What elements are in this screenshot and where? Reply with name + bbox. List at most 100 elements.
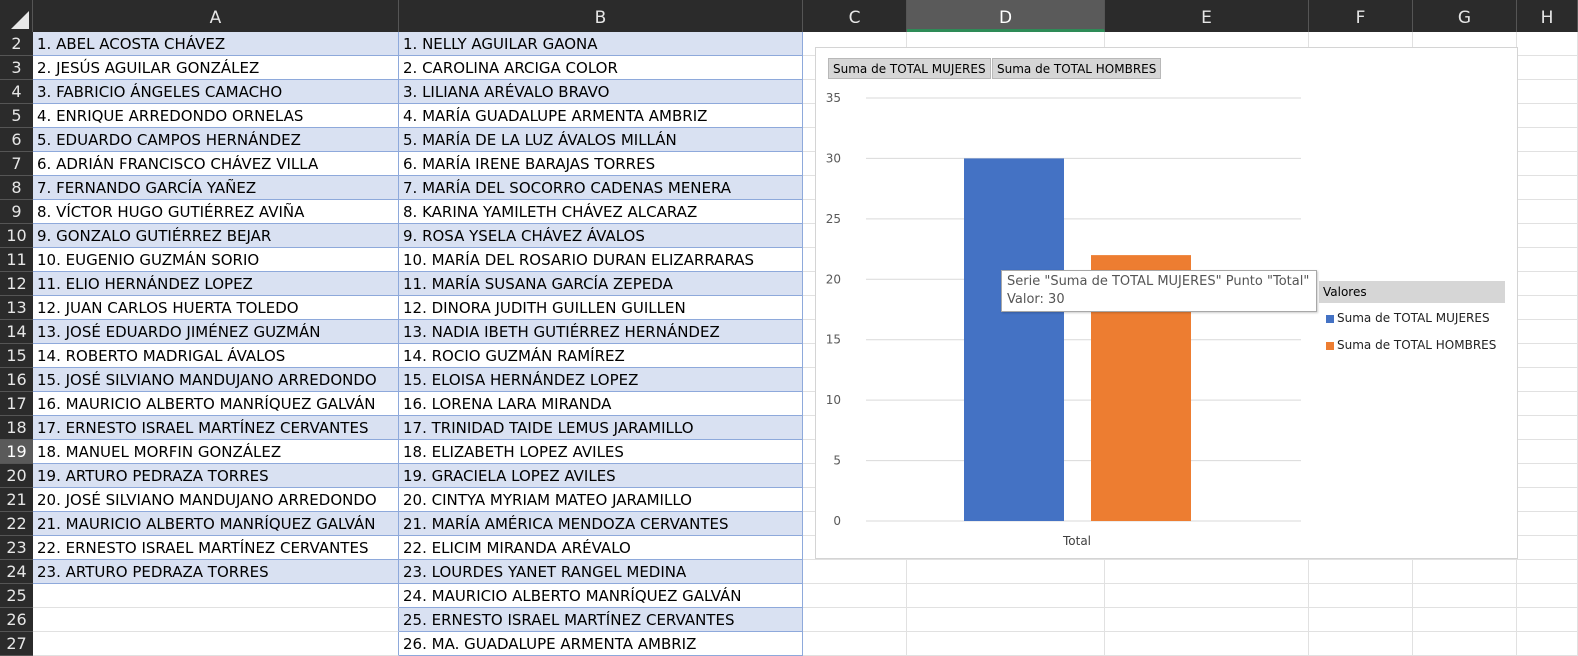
row-header[interactable]: 14 <box>0 320 33 344</box>
cell-h[interactable] <box>1517 200 1578 224</box>
cell-h[interactable] <box>1517 32 1578 56</box>
legend-item-hombres[interactable]: Suma de TOTAL HOMBRES <box>1326 337 1496 353</box>
column-header-f[interactable]: F <box>1309 0 1413 32</box>
cell-b[interactable]: 24. MAURICIO ALBERTO MANRÍQUEZ GALVÁN <box>399 584 803 608</box>
cell-f[interactable] <box>1309 632 1413 656</box>
row-header[interactable]: 20 <box>0 464 33 488</box>
cell-a[interactable]: 13. JOSÉ EDUARDO JIMÉNEZ GUZMÁN <box>33 320 399 344</box>
cell-b[interactable]: 7. MARÍA DEL SOCORRO CADENAS MENERA <box>399 176 803 200</box>
cell-b[interactable]: 12. DINORA JUDITH GUILLEN GUILLEN <box>399 296 803 320</box>
cell-e[interactable] <box>1105 560 1309 584</box>
row-header[interactable]: 4 <box>0 80 33 104</box>
cell-h[interactable] <box>1517 128 1578 152</box>
cell-c[interactable] <box>803 560 907 584</box>
cell-h[interactable] <box>1517 560 1578 584</box>
cell-a[interactable]: 4. ENRIQUE ARREDONDO ORNELAS <box>33 104 399 128</box>
cell-b[interactable]: 25. ERNESTO ISRAEL MARTÍNEZ CERVANTES <box>399 608 803 632</box>
cell-a[interactable] <box>33 632 399 656</box>
row-header[interactable]: 8 <box>0 176 33 200</box>
row-header[interactable]: 23 <box>0 536 33 560</box>
cell-h[interactable] <box>1517 248 1578 272</box>
cell-h[interactable] <box>1517 56 1578 80</box>
cell-h[interactable] <box>1517 608 1578 632</box>
cell-a[interactable]: 17. ERNESTO ISRAEL MARTÍNEZ CERVANTES <box>33 416 399 440</box>
column-header-a[interactable]: A <box>33 0 399 32</box>
cell-b[interactable]: 23. LOURDES YANET RANGEL MEDINA <box>399 560 803 584</box>
cell-b[interactable]: 8. KARINA YAMILETH CHÁVEZ ALCARAZ <box>399 200 803 224</box>
cell-b[interactable]: 11. MARÍA SUSANA GARCÍA ZEPEDA <box>399 272 803 296</box>
field-button-mujeres[interactable]: Suma de TOTAL MUJERES <box>828 58 991 79</box>
cell-b[interactable]: 1. NELLY AGUILAR GAONA <box>399 32 803 56</box>
row-header[interactable]: 2 <box>0 32 33 56</box>
cell-h[interactable] <box>1517 344 1578 368</box>
row-header[interactable]: 13 <box>0 296 33 320</box>
cell-b[interactable]: 13. NADIA IBETH GUTIÉRREZ HERNÁNDEZ <box>399 320 803 344</box>
row-header[interactable]: 11 <box>0 248 33 272</box>
column-header-d[interactable]: D <box>907 0 1105 32</box>
cell-b[interactable]: 16. LORENA LARA MIRANDA <box>399 392 803 416</box>
cell-a[interactable] <box>33 584 399 608</box>
row-header[interactable]: 5 <box>0 104 33 128</box>
field-button-hombres[interactable]: Suma de TOTAL HOMBRES <box>992 58 1162 79</box>
legend-title[interactable]: Valores <box>1319 281 1505 303</box>
cell-h[interactable] <box>1517 320 1578 344</box>
cell-h[interactable] <box>1517 536 1578 560</box>
column-header-g[interactable]: G <box>1413 0 1517 32</box>
cell-b[interactable]: 10. MARÍA DEL ROSARIO DURAN ELIZARRARAS <box>399 248 803 272</box>
cell-d[interactable] <box>907 560 1105 584</box>
cell-g[interactable] <box>1413 608 1517 632</box>
cell-a[interactable]: 10. EUGENIO GUZMÁN SORIO <box>33 248 399 272</box>
column-header-h[interactable]: H <box>1517 0 1578 32</box>
cell-b[interactable]: 17. TRINIDAD TAIDE LEMUS JARAMILLO <box>399 416 803 440</box>
row-header[interactable]: 25 <box>0 584 33 608</box>
cell-a[interactable]: 7. FERNANDO GARCÍA YAÑEZ <box>33 176 399 200</box>
select-all-corner[interactable] <box>0 0 33 32</box>
column-header-b[interactable]: B <box>399 0 803 32</box>
row-header[interactable]: 27 <box>0 632 33 656</box>
cell-h[interactable] <box>1517 392 1578 416</box>
row-header[interactable]: 17 <box>0 392 33 416</box>
cell-b[interactable]: 3. LILIANA ARÉVALO BRAVO <box>399 80 803 104</box>
cell-g[interactable] <box>1413 584 1517 608</box>
row-header[interactable]: 9 <box>0 200 33 224</box>
cell-a[interactable]: 11. ELIO HERNÁNDEZ LOPEZ <box>33 272 399 296</box>
cell-a[interactable]: 18. MANUEL MORFIN GONZÁLEZ <box>33 440 399 464</box>
cell-e[interactable] <box>1105 608 1309 632</box>
cell-b[interactable]: 14. ROCIO GUZMÁN RAMÍREZ <box>399 344 803 368</box>
cell-b[interactable]: 20. CINTYA MYRIAM MATEO JARAMILLO <box>399 488 803 512</box>
row-header[interactable]: 15 <box>0 344 33 368</box>
row-header[interactable]: 22 <box>0 512 33 536</box>
cell-h[interactable] <box>1517 152 1578 176</box>
cell-a[interactable]: 5. EDUARDO CAMPOS HERNÁNDEZ <box>33 128 399 152</box>
cell-h[interactable] <box>1517 512 1578 536</box>
cell-h[interactable] <box>1517 632 1578 656</box>
cell-h[interactable] <box>1517 296 1578 320</box>
cell-h[interactable] <box>1517 464 1578 488</box>
bar-mujeres[interactable] <box>964 158 1064 521</box>
legend-item-mujeres[interactable]: Suma de TOTAL MUJERES <box>1326 310 1490 326</box>
column-header-e[interactable]: E <box>1105 0 1309 32</box>
cell-b[interactable]: 9. ROSA YSELA CHÁVEZ ÁVALOS <box>399 224 803 248</box>
cell-h[interactable] <box>1517 272 1578 296</box>
cell-a[interactable]: 14. ROBERTO MADRIGAL ÁVALOS <box>33 344 399 368</box>
cell-a[interactable]: 15. JOSÉ SILVIANO MANDUJANO ARREDONDO <box>33 368 399 392</box>
cell-a[interactable]: 22. ERNESTO ISRAEL MARTÍNEZ CERVANTES <box>33 536 399 560</box>
row-header[interactable]: 16 <box>0 368 33 392</box>
column-header-c[interactable]: C <box>803 0 907 32</box>
cell-d[interactable] <box>907 632 1105 656</box>
row-header[interactable]: 7 <box>0 152 33 176</box>
cell-a[interactable]: 8. VÍCTOR HUGO GUTIÉRREZ AVIÑA <box>33 200 399 224</box>
cell-b[interactable]: 18. ELIZABETH LOPEZ AVILES <box>399 440 803 464</box>
cell-a[interactable]: 9. GONZALO GUTIÉRREZ BEJAR <box>33 224 399 248</box>
cell-e[interactable] <box>1105 584 1309 608</box>
cell-h[interactable] <box>1517 488 1578 512</box>
cell-h[interactable] <box>1517 176 1578 200</box>
row-header[interactable]: 21 <box>0 488 33 512</box>
cell-a[interactable] <box>33 608 399 632</box>
row-header[interactable]: 3 <box>0 56 33 80</box>
cell-f[interactable] <box>1309 584 1413 608</box>
row-header[interactable]: 18 <box>0 416 33 440</box>
cell-h[interactable] <box>1517 416 1578 440</box>
cell-h[interactable] <box>1517 440 1578 464</box>
cell-a[interactable]: 6. ADRIÁN FRANCISCO CHÁVEZ VILLA <box>33 152 399 176</box>
